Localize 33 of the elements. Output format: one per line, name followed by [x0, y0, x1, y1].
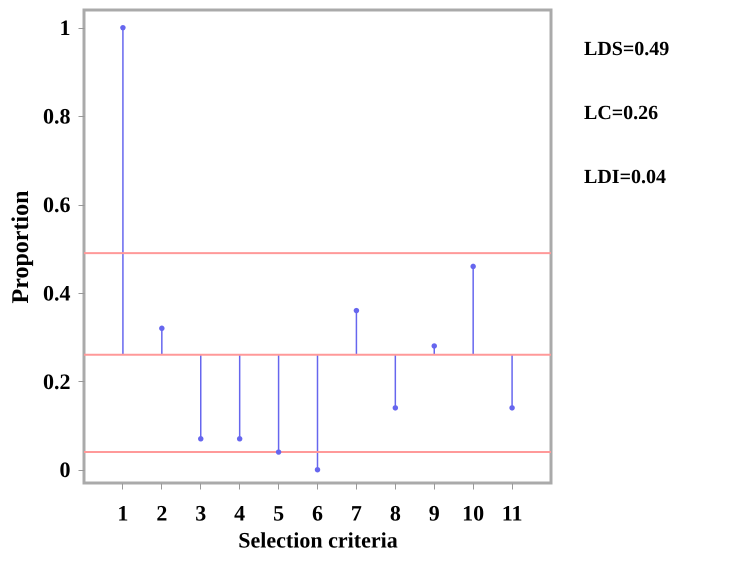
point [120, 24, 126, 30]
x-tick-label: 3 [195, 500, 206, 526]
y-tick-label: 0.6 [43, 192, 70, 218]
x-tick-label: 4 [234, 500, 246, 526]
x-tick-label: 9 [428, 500, 440, 526]
text: LDI=0.04 [584, 166, 667, 190]
point [354, 308, 360, 314]
point [159, 326, 165, 332]
x-tick-label: 11 [502, 500, 522, 526]
y-tick-label: 0.8 [43, 104, 70, 129]
y-tick-label: 0.2 [43, 368, 70, 394]
point [314, 467, 320, 472]
x-axis-title: Selection criteria [238, 528, 398, 552]
y-tick-label: 0.4 [43, 280, 70, 306]
point [198, 436, 204, 442]
x-tick-label: 10 [462, 500, 484, 526]
point [236, 436, 242, 442]
point [392, 405, 398, 411]
x-tick-label: 8 [390, 500, 401, 526]
x-tick-label: 1 [117, 500, 128, 526]
text: LC=0.26 [584, 102, 660, 126]
text: LDS=0.49 [584, 38, 670, 62]
point [276, 449, 282, 455]
y-tick-label: 1 [60, 15, 70, 40]
x-tick-label: 2 [156, 500, 168, 526]
point [509, 405, 515, 411]
y-axis-title: Proportion [8, 190, 34, 304]
x-tick-label: 7 [350, 500, 362, 526]
x-tick-label: 6 [312, 500, 323, 526]
y-tick-label: 0 [60, 457, 70, 482]
point [470, 264, 476, 270]
point [432, 343, 437, 349]
x-tick-label: 5 [273, 500, 284, 526]
